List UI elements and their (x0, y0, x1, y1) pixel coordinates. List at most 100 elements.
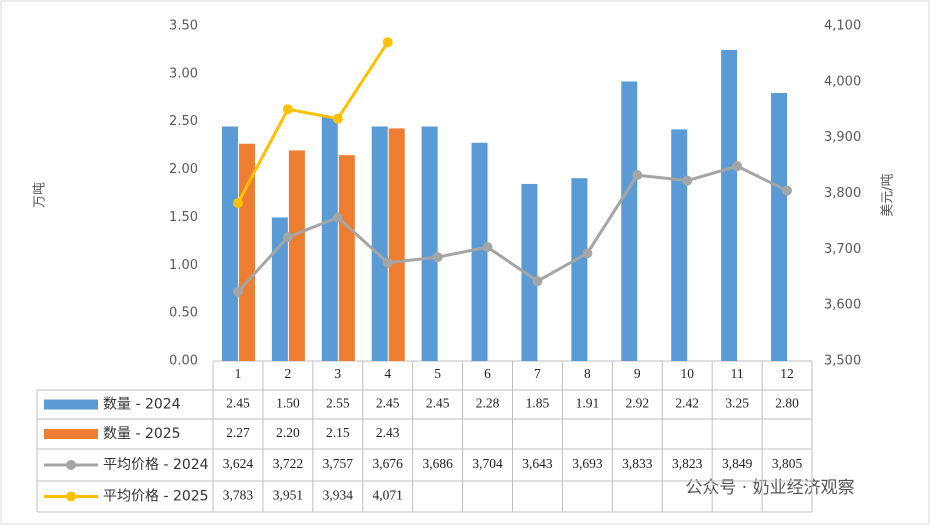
legend-swatch (44, 429, 98, 439)
x-tick-label: 12 (780, 366, 794, 381)
marker (582, 248, 593, 259)
table-cell: 3,951 (273, 488, 303, 503)
legend-label: 平均价格 - 2024 (103, 457, 209, 473)
table-cell: 3,823 (672, 456, 703, 471)
table-cell: 2.55 (326, 396, 350, 411)
table-cell: 2.45 (426, 396, 450, 411)
table-cell: 3,849 (722, 456, 753, 471)
table-cell: 2.45 (376, 396, 400, 411)
y2-tick-label: 4,000 (824, 74, 861, 89)
marker (332, 212, 343, 223)
table-cell: 4,071 (373, 488, 403, 503)
y2-tick-label: 3,700 (824, 242, 861, 257)
x-tick-label: 11 (731, 366, 744, 381)
x-tick-label: 5 (434, 366, 441, 381)
marker (282, 104, 293, 115)
table-cell: 2.28 (476, 396, 500, 411)
x-tick-label: 7 (534, 366, 541, 381)
bar (771, 93, 788, 361)
x-tick-label: 3 (334, 366, 341, 381)
table-cell: 2.80 (775, 396, 799, 411)
table-cell: 3.25 (725, 396, 749, 411)
y-tick-label: 1.50 (169, 210, 198, 225)
bar (221, 126, 238, 361)
marker (282, 232, 293, 243)
bar (571, 178, 588, 361)
y2-tick-label: 3,600 (824, 298, 861, 313)
table-cell: 3,643 (522, 456, 553, 471)
line (236, 41, 389, 204)
table-cell: 3,833 (622, 456, 653, 471)
bar (521, 183, 538, 361)
legend-marker (66, 491, 76, 502)
line (236, 164, 788, 293)
table-cell: 2.42 (675, 396, 699, 411)
marker (532, 276, 543, 287)
legend-label: 平均价格 - 2025 (103, 489, 209, 505)
x-tick-label: 4 (384, 366, 391, 381)
legend-label: 数量 - 2024 (103, 397, 181, 413)
y2-tick-label: 3,800 (824, 186, 861, 201)
y-tick-label: 0.50 (169, 306, 198, 321)
table-cell: 2.43 (376, 425, 400, 440)
table-cell: 2.92 (625, 396, 649, 411)
marker (232, 286, 243, 297)
marker (232, 197, 243, 208)
bar (371, 126, 388, 361)
table-cell: 1.91 (576, 396, 600, 411)
table-cell: 3,805 (772, 456, 803, 471)
x-tick-label: 6 (484, 366, 491, 381)
bar (671, 129, 688, 361)
table-cell: 2.15 (326, 425, 350, 440)
x-tick-label: 2 (285, 366, 292, 381)
table-cell: 3,693 (572, 456, 603, 471)
table-cell: 3,934 (323, 488, 354, 503)
legend-swatch (44, 399, 98, 410)
table-cell: 3,757 (323, 456, 354, 471)
marker (682, 175, 693, 186)
x-tick-label: 9 (634, 366, 641, 381)
y-tick-label: 2.50 (169, 114, 198, 129)
marker (432, 252, 443, 263)
marker (382, 257, 393, 268)
x-tick-label: 8 (584, 366, 591, 381)
legend-marker (66, 460, 76, 470)
bar (421, 126, 438, 361)
marker (332, 113, 343, 124)
table-cell: 3,722 (273, 456, 303, 471)
table-cell: 1.85 (526, 396, 550, 411)
y2-tick-label: 4,100 (824, 19, 861, 34)
y-tick-label: 2.00 (169, 162, 198, 177)
y-tick-label: 3.50 (169, 19, 198, 34)
y-tick-label: 0.00 (169, 354, 198, 369)
y-tick-label: 3.00 (169, 66, 198, 81)
x-tick-label: 1 (235, 366, 242, 381)
table-cell: 2.45 (226, 396, 250, 411)
table-cell: 2.20 (276, 425, 300, 440)
x-tick-label: 10 (680, 366, 694, 381)
table-cell: 3,686 (422, 456, 453, 471)
marker (732, 161, 743, 172)
y2-tick-label: 3,900 (824, 130, 861, 145)
y2-axis-label: 美元/吨 (881, 173, 896, 216)
bar (721, 49, 738, 362)
table-cell: 2.27 (226, 425, 250, 440)
bar (238, 143, 255, 361)
marker (632, 170, 643, 181)
table-cell: 3,704 (472, 456, 503, 471)
table-cell: 1.50 (276, 396, 300, 411)
bar (338, 155, 355, 361)
bar (271, 217, 288, 361)
table-cell: 3,624 (223, 456, 254, 471)
bar (288, 150, 305, 361)
y2-tick-label: 3,500 (824, 354, 861, 369)
marker (782, 185, 793, 196)
table-cell: 3,676 (373, 456, 404, 471)
table-cell: 3,783 (223, 488, 254, 503)
bar (388, 128, 405, 361)
bar (471, 142, 488, 361)
marker (482, 242, 493, 253)
bar (621, 81, 638, 361)
